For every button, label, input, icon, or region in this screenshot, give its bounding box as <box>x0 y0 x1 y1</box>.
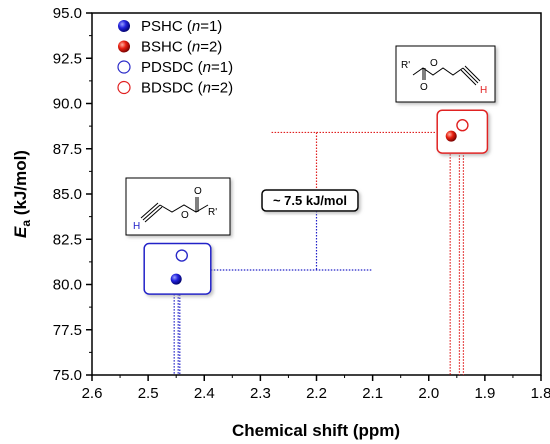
x-tick-label: 2.2 <box>306 385 327 402</box>
upper-molecule-o-carbonyl: O <box>420 82 428 93</box>
data-points <box>170 119 469 285</box>
y-tick-label: 77.5 <box>53 322 82 339</box>
lower-molecule-inset: H O O R' <box>125 177 231 236</box>
lower-molecule-h: H <box>133 221 140 232</box>
x-tick-label: 2.1 <box>362 385 383 402</box>
y-tick-label: 87.5 <box>53 141 82 158</box>
upper-alkyne-bond-2 <box>464 65 481 82</box>
lower-molecule-o-carbonyl: O <box>194 186 202 197</box>
x-tick-label: 2.5 <box>138 385 159 402</box>
legend-label: BSHC (n=2) <box>141 39 222 56</box>
legend-label: BDSDC (n=2) <box>141 80 233 97</box>
difference-label-box <box>261 189 359 212</box>
y-tick-label: 85.0 <box>53 186 82 203</box>
lower-alkyne-bond <box>142 204 161 221</box>
legend: PSHC (n=1) BSHC (n=2) PDSDC (n=1) BDSDC (n=… <box>117 18 233 97</box>
x-tick-label: 2.0 <box>418 385 439 402</box>
point-bshc <box>445 130 457 142</box>
upper-alkyne-bond-3 <box>460 69 477 86</box>
upper-molecule-box <box>395 45 496 103</box>
x-tick-label: 2.3 <box>250 385 271 402</box>
y-axis-ticks: 75.0 77.5 80.0 82.5 85.0 87.5 90.0 92.5 95.0 <box>53 5 92 384</box>
point-pshc <box>170 273 182 285</box>
upper-molecule-bonds <box>412 67 464 76</box>
lower-alkyne-bond-3 <box>144 206 163 223</box>
legend-marker <box>118 20 130 32</box>
y-tick-label: 80.0 <box>53 277 82 294</box>
blue-highlight-box <box>143 242 212 295</box>
x-tick-label: 1.8 <box>531 385 550 402</box>
upper-molecule-o-ester: O <box>430 58 438 69</box>
lower-molecule-o-ester: O <box>181 210 189 221</box>
upper-molecule-inset: R' O O H <box>395 45 496 103</box>
upper-molecule-h: H <box>480 85 487 96</box>
legend-marker <box>118 40 130 53</box>
legend-label: PSHC (n=1) <box>141 18 222 35</box>
x-tick-label: 1.9 <box>474 385 495 402</box>
y-tick-label: 95.0 <box>53 5 82 22</box>
point-pdsdc <box>175 249 189 262</box>
y-tick-label: 82.5 <box>53 231 82 248</box>
legend-label: PDSDC (n=1) <box>141 59 233 76</box>
y-tick-label: 92.5 <box>53 50 82 67</box>
upper-alkyne-bond <box>462 67 479 84</box>
difference-annotation: ~ 7.5 kJ/mol <box>261 189 359 212</box>
lower-alkyne-bond-2 <box>140 202 159 219</box>
red-highlight-box <box>436 109 489 154</box>
y-tick-label: 75.0 <box>53 367 82 384</box>
point-bdsdc <box>456 119 469 132</box>
legend-marker <box>117 60 131 74</box>
legend-marker <box>117 80 131 95</box>
y-tick-label: 90.0 <box>53 96 82 113</box>
x-axis-ticks: 2.6 2.5 2.4 2.3 2.2 2.1 2.0 1.9 1.8 <box>82 375 550 402</box>
y-axis-title: Ea (kJ/mol) <box>11 150 33 238</box>
difference-label: ~ 7.5 kJ/mol <box>273 193 347 208</box>
lower-molecule-r: R' <box>208 207 217 218</box>
upper-molecule-r: R' <box>401 60 410 71</box>
x-tick-label: 2.6 <box>82 385 103 402</box>
lower-molecule-box <box>125 177 231 236</box>
x-tick-label: 2.4 <box>194 385 215 402</box>
guide-lines <box>173 125 465 375</box>
x-axis-title: Chemical shift (ppm) <box>232 421 400 440</box>
lower-molecule-bonds <box>159 204 209 213</box>
